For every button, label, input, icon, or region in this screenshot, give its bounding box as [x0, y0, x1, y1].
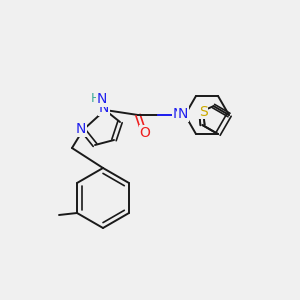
- Text: N: N: [97, 92, 107, 106]
- Text: N: N: [99, 101, 109, 115]
- Text: S: S: [199, 105, 208, 118]
- Text: N: N: [76, 122, 86, 136]
- Text: N: N: [173, 107, 183, 121]
- Text: H: H: [90, 92, 100, 104]
- Text: O: O: [140, 126, 150, 140]
- Text: N: N: [178, 107, 188, 121]
